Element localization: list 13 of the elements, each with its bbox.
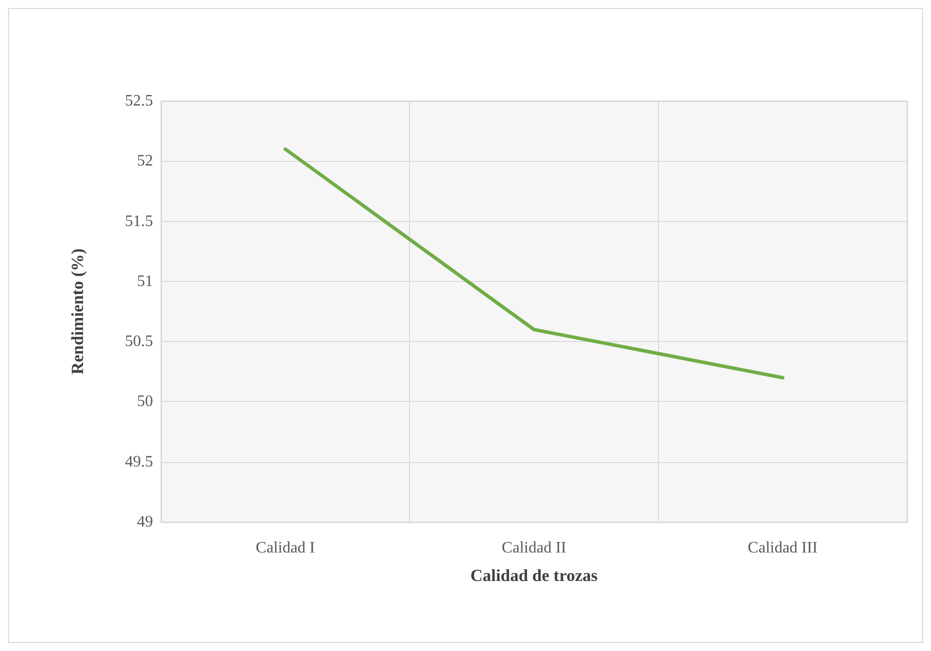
x-tick-label: Calidad II — [502, 540, 566, 556]
y-tick-label: 51 — [137, 272, 153, 290]
x-axis-title: Calidad de trozas — [470, 566, 598, 585]
y-tick-label: 52 — [137, 152, 153, 170]
y-tick-label: 50 — [137, 393, 153, 410]
y-tick-label: 50.5 — [125, 333, 153, 350]
y-tick-label: 49.5 — [125, 453, 153, 470]
y-tick-label: 51.5 — [125, 212, 153, 230]
x-tick-label: Calidad III — [748, 540, 818, 556]
y-tick-label: 49 — [137, 514, 153, 530]
y-tick-label: 52.5 — [125, 92, 153, 110]
y-axis-title: Rendimiento (%) — [68, 248, 87, 375]
x-tick-label: Calidad I — [256, 540, 315, 556]
